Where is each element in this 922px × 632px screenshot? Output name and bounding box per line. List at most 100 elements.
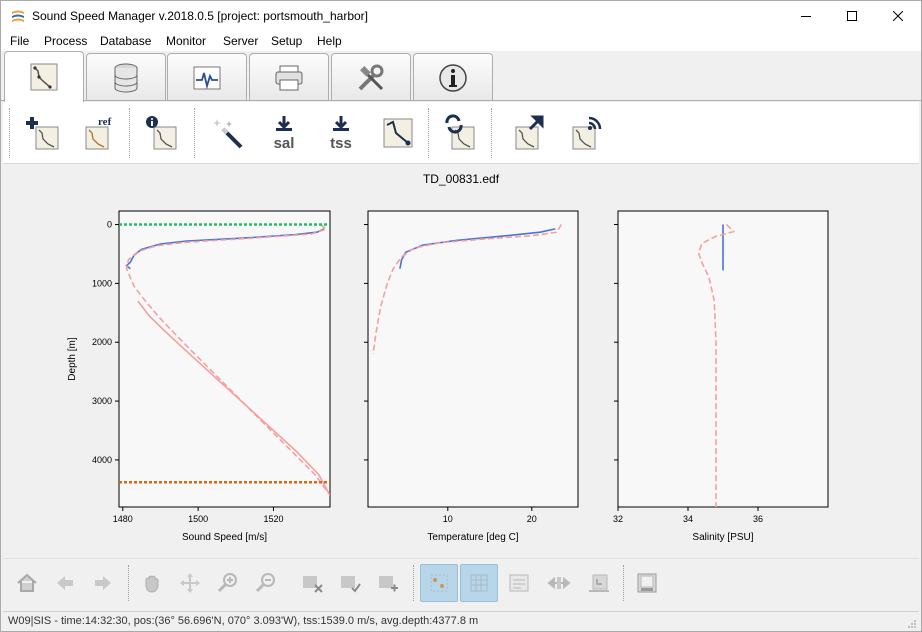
menu-setup[interactable]: Setup <box>271 34 303 48</box>
close-button[interactable] <box>875 1 921 31</box>
sal-label: sal <box>274 135 295 152</box>
show-flagged-button[interactable] <box>420 564 458 602</box>
zoom-in-button[interactable] <box>209 564 247 602</box>
setup-tools-icon <box>358 64 384 90</box>
series-line-reference <box>125 223 330 496</box>
time-window-button[interactable] <box>580 564 618 602</box>
close-icon <box>893 11 903 21</box>
menu-help[interactable]: Help <box>317 34 342 48</box>
legend-button[interactable] <box>500 564 538 602</box>
x-axis-label: Salinity [PSU] <box>692 532 753 543</box>
reference-profile-button[interactable]: ref <box>71 106 125 160</box>
toolbar-separator <box>129 108 131 158</box>
monitor-icon <box>193 66 221 90</box>
minimize-button[interactable] <box>783 1 829 31</box>
minimize-icon <box>801 16 811 17</box>
load-tss-button[interactable]: tss <box>314 106 368 160</box>
download-salinity-icon: sal <box>274 116 295 152</box>
restart-processing-button[interactable] <box>433 106 487 160</box>
profile-info-button[interactable] <box>135 106 189 160</box>
flag-clear-button[interactable] <box>293 564 331 602</box>
toolbar-separator <box>194 108 196 158</box>
legend-icon <box>509 574 529 592</box>
tab-baseline <box>1 100 921 101</box>
server-icon <box>275 65 303 90</box>
grid-icon <box>470 574 488 592</box>
forward-button[interactable] <box>84 564 122 602</box>
arrow-left-icon <box>57 576 73 590</box>
tab-info[interactable] <box>413 53 493 101</box>
y-axis-label: Depth [m] <box>67 337 78 381</box>
flag-clear-icon <box>303 576 323 593</box>
series-line-reference-extension <box>137 300 330 496</box>
menu-file[interactable]: File <box>10 34 30 48</box>
y-tick-label: 1000 <box>92 278 112 288</box>
zoom-in-icon <box>217 573 237 593</box>
info-icon <box>439 63 467 92</box>
extend-profile-icon <box>383 118 413 148</box>
home-button[interactable] <box>8 564 46 602</box>
add-profile-button[interactable] <box>15 106 69 160</box>
x-tick-label: 32 <box>613 514 623 524</box>
maximize-icon <box>847 11 857 21</box>
x-tick-label: 34 <box>683 514 693 524</box>
y-tick-label: 0 <box>107 220 112 230</box>
menu-monitor[interactable]: Monitor <box>166 34 207 48</box>
clock-range-icon <box>589 574 609 592</box>
maximize-button[interactable] <box>829 1 875 31</box>
transmit-profile-button[interactable] <box>558 106 612 160</box>
menu-process[interactable]: Process <box>44 34 88 48</box>
main-tab-bar <box>1 51 921 102</box>
tab-editor[interactable] <box>4 51 84 102</box>
menu-server[interactable]: Server <box>223 34 259 48</box>
x-axis-label: Temperature [deg C] <box>427 532 518 543</box>
x-axis-label: Sound Speed [m/s] <box>182 532 267 543</box>
tab-database[interactable] <box>86 53 166 101</box>
back-button[interactable] <box>46 564 84 602</box>
pan-button[interactable] <box>171 564 209 602</box>
horizontal-arrows-icon <box>547 576 571 590</box>
flagged-points-icon <box>430 574 448 592</box>
menu-bar: File Process Database Monitor Server Set… <box>1 31 921 51</box>
tss-label: tss <box>330 135 352 152</box>
navbar-separator <box>623 565 624 601</box>
title-bar: Sound Speed Manager v.2018.0.5 [project:… <box>1 1 921 31</box>
flag-unflag-button[interactable] <box>331 564 369 602</box>
y-tick-label: 2000 <box>92 337 112 347</box>
app-icon <box>12 10 24 22</box>
menu-database[interactable]: Database <box>100 34 152 48</box>
horizontal-zoom-button[interactable] <box>540 564 578 602</box>
tab-server[interactable] <box>249 53 329 101</box>
profile-info-icon <box>146 116 177 150</box>
extend-profile-button[interactable] <box>371 106 425 160</box>
zoom-out-icon <box>255 573 275 593</box>
auto-process-button[interactable] <box>200 106 254 160</box>
x-tick-label: 1520 <box>263 514 283 524</box>
save-figure-button[interactable] <box>628 564 666 602</box>
toolbar-separator <box>428 108 430 158</box>
x-tick-label: 1480 <box>113 514 133 524</box>
navbar-separator <box>413 565 414 601</box>
flag-insert-button[interactable] <box>369 564 407 602</box>
load-salinity-button[interactable]: sal <box>257 106 311 160</box>
transmit-profile-icon <box>572 116 602 150</box>
hand-icon <box>145 575 159 593</box>
resize-grip-icon[interactable] <box>907 619 917 629</box>
refresh-profile-icon <box>445 114 475 150</box>
zoom-out-button[interactable] <box>247 564 285 602</box>
tab-setup[interactable] <box>331 53 411 101</box>
navbar-separator <box>128 565 129 601</box>
x-tick-label: 20 <box>527 514 537 524</box>
status-bar: W09|SIS - time:14:32:30, pos:(36° 56.696… <box>3 611 919 631</box>
profile-charts: 1480 1500 1520 0 1000 2000 3000 4000 Sound Speed… <box>67 210 829 543</box>
grid-toggle-button[interactable] <box>460 564 498 602</box>
y-tick-label: 3000 <box>92 396 112 406</box>
tab-monitor[interactable] <box>167 53 247 101</box>
pan-hand-button[interactable] <box>133 564 171 602</box>
reference-profile-icon: ref <box>85 116 112 150</box>
export-profile-button[interactable] <box>501 106 555 160</box>
x-tick-label: 1500 <box>188 514 208 524</box>
plot-navigation-toolbar <box>3 558 919 608</box>
move-icon <box>180 573 200 593</box>
